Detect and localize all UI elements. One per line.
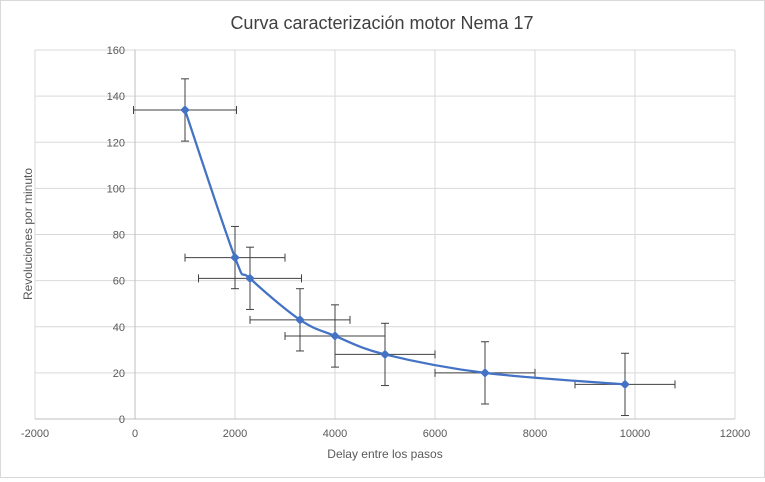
x-tick-label: 0 <box>132 428 138 440</box>
data-point <box>620 379 630 390</box>
data-point <box>480 368 490 378</box>
data-point <box>180 105 190 115</box>
data-point <box>380 349 390 360</box>
gridlines <box>34 49 736 420</box>
tick-labels: -2000 0 2000 4000 6000 8000 10000 12000 0 20 40 60 8… <box>21 45 750 440</box>
x-tick-label: 12000 <box>720 428 751 440</box>
y-tick-label: 140 <box>107 91 125 103</box>
x-tick-label: 4000 <box>323 428 347 440</box>
y-tick-label: 40 <box>113 322 125 334</box>
y-tick-label: 0 <box>119 414 125 426</box>
y-tick-label: 60 <box>113 276 125 288</box>
y-tick-label: 100 <box>107 183 125 195</box>
x-tick-label: 6000 <box>423 428 447 440</box>
x-tick-label: 2000 <box>223 428 247 440</box>
y-axis-title: Revoluciones por minuto <box>21 168 35 300</box>
x-axis-title: Delay entre los pasos <box>327 447 442 461</box>
y-tick-label: 120 <box>107 137 125 149</box>
data-points <box>180 105 630 390</box>
data-point <box>330 331 340 341</box>
x-tick-label: -2000 <box>21 428 49 440</box>
y-tick-label: 20 <box>113 368 125 380</box>
y-tick-label: 160 <box>107 45 125 57</box>
data-point <box>295 315 305 325</box>
x-tick-label: 10000 <box>620 428 651 440</box>
error-bars <box>133 78 676 417</box>
data-point <box>230 252 240 263</box>
chart-title: Curva caracterización motor Nema 17 <box>230 13 533 33</box>
y-tick-label: 80 <box>113 230 125 242</box>
data-point <box>245 273 255 284</box>
x-tick-label: 8000 <box>523 428 547 440</box>
